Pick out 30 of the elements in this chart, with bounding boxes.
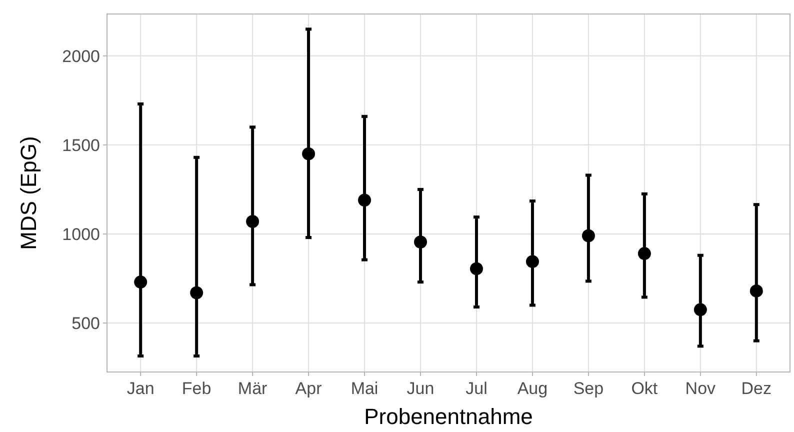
x-axis-title: Probenentnahme — [364, 404, 533, 429]
y-axis-title: MDS (EpG) — [16, 136, 41, 250]
point — [190, 286, 204, 300]
y-tick-label: 2000 — [62, 46, 100, 66]
point — [134, 276, 148, 289]
x-tick-label: Jul — [466, 379, 488, 398]
point — [582, 229, 595, 242]
x-tick-label: Sep — [573, 379, 604, 398]
x-tick-label: Apr — [295, 379, 322, 398]
x-tick-label: Okt — [631, 379, 658, 398]
point — [526, 255, 539, 268]
x-tick-label: Jun — [406, 379, 434, 398]
point — [694, 303, 707, 316]
y-tick-label: 500 — [72, 314, 100, 333]
point — [470, 262, 483, 276]
x-tick-label: Dez — [741, 379, 772, 398]
x-tick-label: Feb — [182, 379, 212, 398]
y-tick-label: 1500 — [62, 136, 100, 155]
point — [414, 235, 428, 248]
x-tick-label: Mai — [350, 379, 378, 398]
x-tick-label: Mär — [238, 379, 268, 398]
point — [302, 147, 316, 160]
point — [750, 284, 763, 298]
point — [358, 194, 372, 207]
x-tick-label: Aug — [517, 379, 548, 398]
y-tick-label: 1000 — [62, 224, 100, 244]
x-tick-label: Jan — [126, 379, 154, 398]
point — [246, 215, 260, 228]
point — [638, 247, 651, 260]
x-tick-label: Nov — [685, 379, 716, 398]
